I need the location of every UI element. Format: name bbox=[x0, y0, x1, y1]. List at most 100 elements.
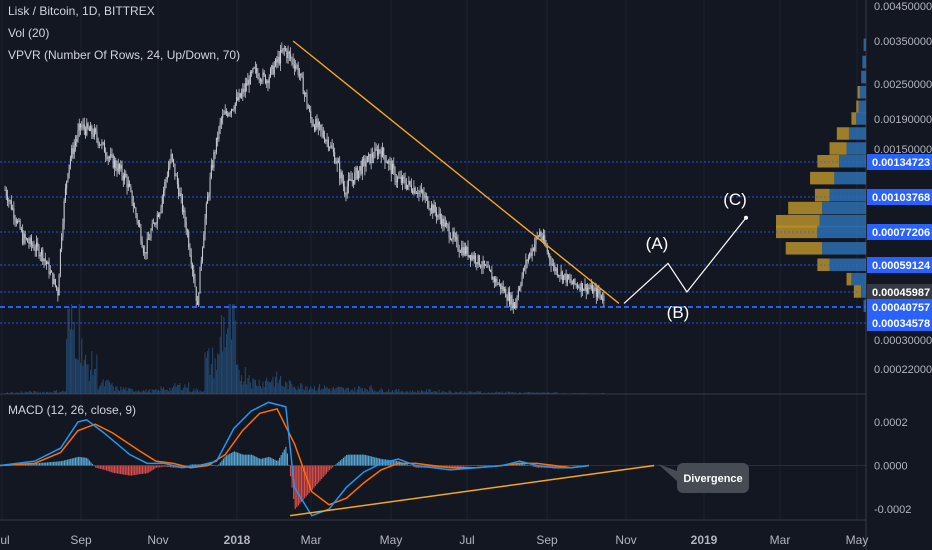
volume-bar bbox=[574, 393, 576, 394]
macd-histogram-bar bbox=[349, 454, 351, 466]
volume-bar bbox=[175, 386, 177, 394]
candle-body bbox=[267, 80, 269, 84]
price-tag-label: 0.00045987 bbox=[872, 287, 930, 299]
candle-body bbox=[111, 154, 113, 156]
vpvr-indicator-label[interactable]: VPVR (Number Of Rows, 24, Up/Down, 70) bbox=[8, 48, 241, 62]
volume-bar bbox=[262, 381, 264, 394]
macd-histogram-bar bbox=[275, 460, 278, 466]
candle-body bbox=[28, 242, 30, 244]
time-axis-label: Sep bbox=[70, 533, 92, 547]
candle-body bbox=[452, 231, 454, 240]
volume-bar bbox=[525, 392, 527, 394]
macd-histogram-bar bbox=[264, 457, 267, 466]
volume-bar bbox=[181, 390, 183, 394]
candle-body bbox=[131, 190, 133, 204]
price-tag-box bbox=[867, 315, 932, 331]
volume-bar bbox=[470, 391, 472, 394]
candle-body bbox=[161, 196, 163, 208]
candle-body bbox=[68, 164, 70, 174]
candle-body bbox=[415, 193, 417, 194]
volume-bar bbox=[141, 391, 143, 394]
candle-body bbox=[228, 113, 230, 116]
volume-bar bbox=[517, 393, 519, 394]
candle-body bbox=[227, 113, 229, 116]
candle-body bbox=[15, 220, 17, 223]
vpvr-up-bar bbox=[822, 242, 866, 255]
volume-bar bbox=[219, 336, 221, 394]
volume-bar bbox=[303, 390, 305, 394]
volume-indicator-label[interactable]: Vol (20) bbox=[8, 26, 50, 40]
volume-bar bbox=[384, 392, 386, 394]
candle-body bbox=[548, 252, 550, 255]
macd-histogram-bar bbox=[247, 454, 250, 466]
candle-body bbox=[398, 177, 400, 179]
candle-body bbox=[248, 79, 250, 85]
volume-bar bbox=[360, 388, 362, 394]
wave-projection[interactable] bbox=[623, 215, 749, 304]
volume-bar bbox=[350, 389, 352, 394]
macd-histogram-bar bbox=[193, 464, 195, 466]
candle-body bbox=[302, 77, 304, 95]
candle-body bbox=[361, 159, 363, 174]
volume-bar bbox=[100, 384, 102, 394]
trendline[interactable] bbox=[292, 40, 620, 304]
divergence-callout[interactable] bbox=[677, 463, 749, 493]
volume-bar bbox=[112, 386, 114, 394]
volume-bar bbox=[507, 391, 509, 394]
macd-histogram-bar bbox=[523, 464, 525, 466]
candle-body bbox=[551, 264, 553, 266]
macd-histogram-bar bbox=[52, 461, 55, 466]
candle-body bbox=[115, 160, 117, 169]
candle-body bbox=[320, 124, 322, 130]
macd-histogram-bar bbox=[310, 465, 312, 492]
candle-body bbox=[423, 193, 425, 198]
macd-histogram-bar bbox=[338, 461, 340, 466]
candle-body bbox=[207, 196, 209, 204]
macd-histogram-bar bbox=[260, 458, 262, 466]
macd-histogram-bar bbox=[23, 464, 25, 466]
volume-bar bbox=[351, 389, 353, 394]
volume-bar bbox=[589, 393, 591, 394]
candle-body bbox=[378, 149, 380, 156]
candle-body bbox=[392, 163, 394, 174]
macd-histogram-bar bbox=[85, 457, 87, 466]
candle-body bbox=[559, 275, 561, 277]
candle-body bbox=[453, 231, 455, 237]
volume-bar bbox=[243, 381, 245, 394]
volume-bar bbox=[248, 374, 250, 394]
candle-body bbox=[365, 162, 367, 167]
candle-body bbox=[400, 176, 402, 183]
macd-histogram-bar bbox=[486, 465, 488, 467]
candle-body bbox=[579, 287, 581, 291]
volume-bar bbox=[278, 379, 280, 394]
volume-bar bbox=[568, 393, 570, 394]
volume-bar bbox=[200, 391, 202, 394]
macd-histogram-bar bbox=[531, 465, 533, 467]
candle-body bbox=[502, 286, 504, 291]
macd-histogram-bar bbox=[266, 457, 268, 466]
candle-body bbox=[42, 249, 44, 262]
macd-indicator-label[interactable]: MACD (12, 26, close, 9) bbox=[8, 403, 137, 417]
volume-bar bbox=[335, 388, 337, 394]
volume-bar bbox=[556, 392, 558, 394]
candle-body bbox=[554, 264, 556, 272]
macd-histogram-bar bbox=[196, 464, 198, 466]
candle-body bbox=[410, 184, 412, 191]
macd-histogram-bar bbox=[168, 465, 170, 468]
volume-bar bbox=[326, 386, 328, 394]
candle-body bbox=[448, 226, 450, 238]
candle-body bbox=[66, 181, 68, 189]
macd-histogram-bar bbox=[302, 465, 304, 501]
macd-histogram-bar bbox=[567, 465, 569, 467]
divergence-line[interactable] bbox=[290, 464, 655, 517]
candle-body bbox=[603, 295, 605, 301]
volume-bar bbox=[375, 391, 377, 394]
macd-histogram-bar bbox=[392, 460, 395, 466]
symbol-title[interactable]: Lisk / Bitcoin, 1D, BITTREX bbox=[8, 4, 155, 18]
volume-bar bbox=[433, 391, 435, 394]
volume-bar bbox=[501, 391, 503, 394]
macd-histogram-bar bbox=[166, 465, 168, 467]
candle-body bbox=[254, 67, 256, 69]
